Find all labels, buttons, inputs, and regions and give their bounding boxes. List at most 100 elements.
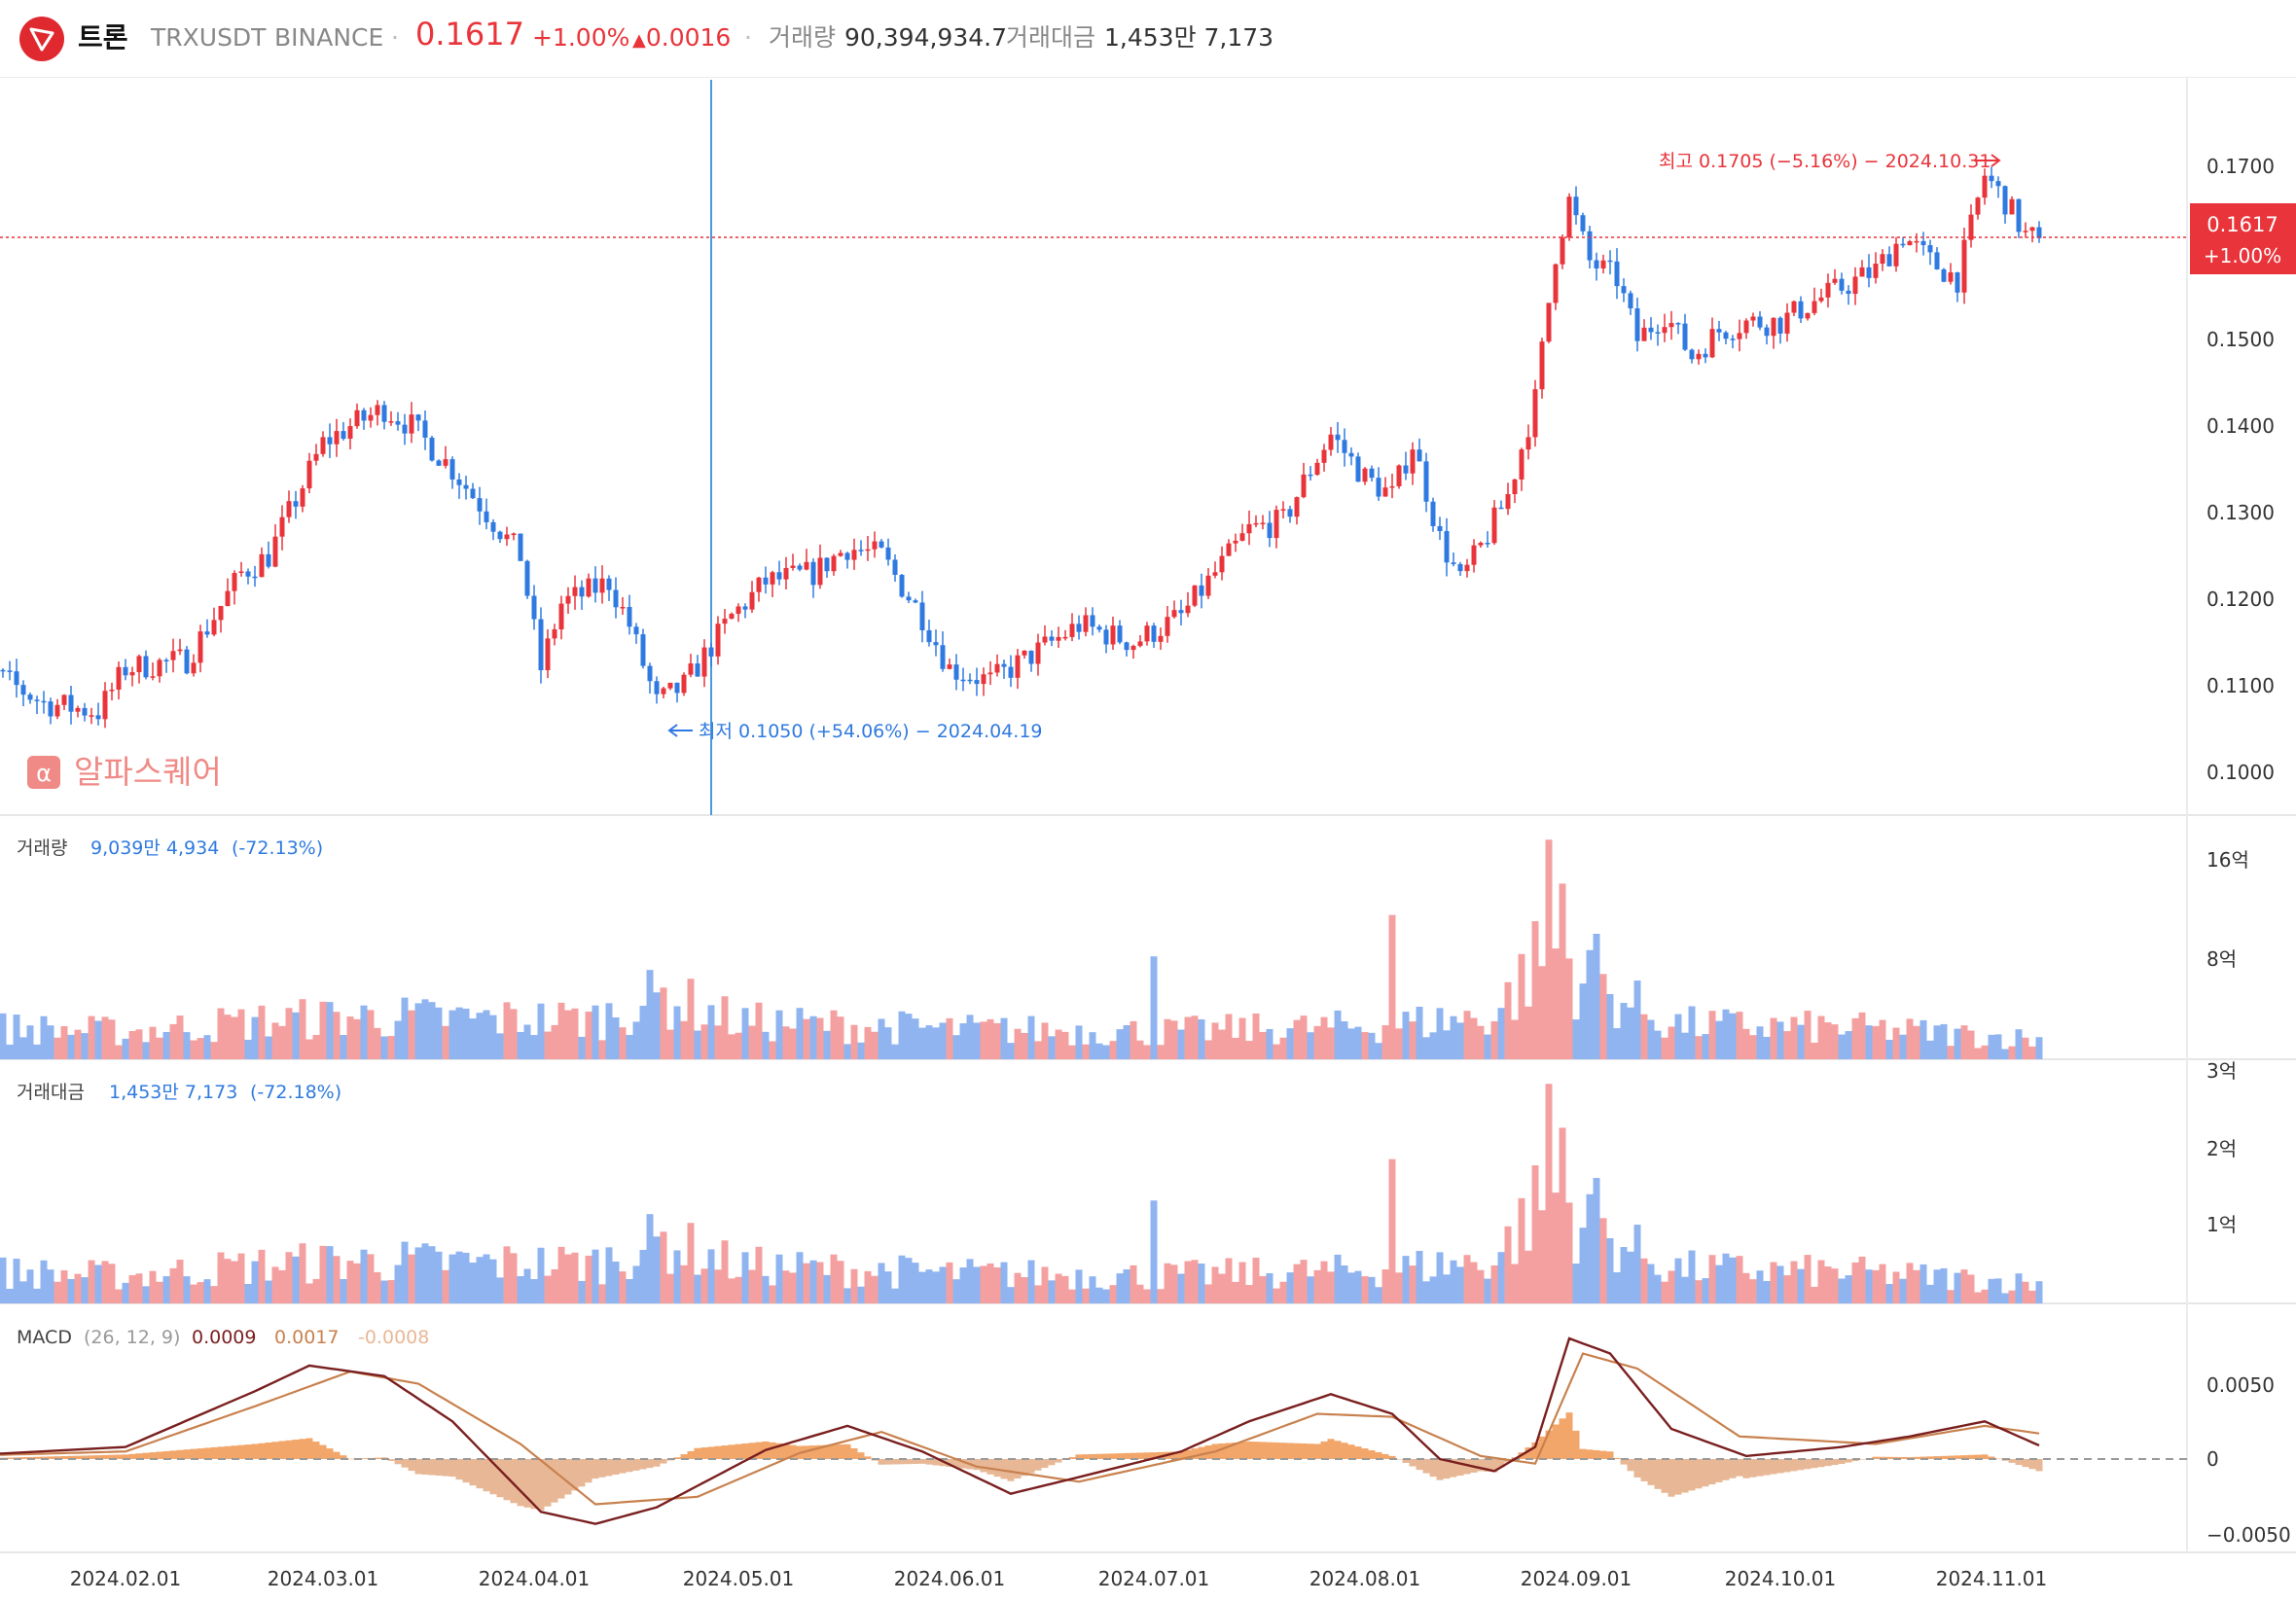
amount-bar — [564, 1254, 572, 1303]
volume-bar — [1388, 914, 1396, 1059]
macd-hist-bar — [721, 1445, 729, 1459]
macd-hist-bar — [1811, 1459, 1818, 1469]
candle — [1069, 613, 1075, 642]
amount-bar — [1184, 1261, 1192, 1303]
candle — [259, 547, 265, 578]
macd-panel-signal-value: 0.0017 — [274, 1327, 339, 1348]
amount-bar — [1674, 1258, 1682, 1303]
candle — [197, 624, 203, 673]
macd-hist-bar — [551, 1459, 558, 1503]
amount-bar — [1633, 1225, 1641, 1303]
volume-bar — [973, 1022, 981, 1059]
date-axis-label: 2024.02.01 — [70, 1567, 182, 1590]
macd-hist-bar — [728, 1444, 735, 1459]
amount-bar — [1450, 1260, 1457, 1303]
amount-bar — [169, 1267, 177, 1303]
volume-bar — [1572, 1019, 1580, 1059]
volume-bar — [489, 1015, 497, 1059]
candle — [1852, 267, 1858, 305]
macd-hist-bar — [1899, 1456, 1907, 1459]
macd-hist-bar — [1334, 1441, 1342, 1459]
candle — [1648, 317, 1654, 340]
volume-bar — [1865, 1025, 1873, 1059]
volume-bar — [1715, 1020, 1723, 1059]
amount-bar — [1940, 1267, 1948, 1303]
volume-bar — [748, 1025, 756, 1059]
volume-bar — [898, 1011, 906, 1059]
volume-bar — [1286, 1028, 1294, 1059]
amount-bar — [1245, 1285, 1253, 1303]
amount-bar — [489, 1259, 497, 1303]
macd-hist-bar — [2035, 1459, 2043, 1472]
amount-bar — [265, 1280, 272, 1303]
macd-hist-bar — [108, 1454, 116, 1459]
macd-hist-bar — [1981, 1454, 1989, 1459]
candle — [613, 577, 619, 619]
volume-bar — [340, 1035, 347, 1059]
macd-hist-bar — [1879, 1456, 1886, 1459]
macd-hist-bar — [1361, 1448, 1369, 1459]
amount-bar — [517, 1276, 524, 1303]
macd-panel-hist-value: -0.0008 — [358, 1327, 429, 1348]
amount-bar — [1089, 1276, 1096, 1303]
amount-bar — [1218, 1273, 1226, 1303]
macd-hist-bar — [88, 1455, 95, 1459]
macd-hist-bar — [1238, 1442, 1246, 1459]
candle — [1362, 467, 1368, 485]
volume-bar — [918, 1027, 926, 1059]
amount-bar — [1913, 1269, 1920, 1303]
amount-bar — [483, 1254, 490, 1303]
candle — [1846, 285, 1851, 305]
amount-bar — [231, 1261, 238, 1303]
amount-bar — [1654, 1274, 1662, 1303]
candle — [245, 568, 251, 585]
amount-bar — [462, 1252, 470, 1303]
amount-bar — [183, 1276, 191, 1303]
amount-bar — [598, 1284, 606, 1303]
candle — [1723, 331, 1729, 345]
amount-bar — [816, 1262, 824, 1303]
amount-bar — [925, 1269, 933, 1303]
macd-hist-bar — [2022, 1459, 2029, 1468]
amount-bar — [1164, 1263, 1171, 1303]
candle — [34, 695, 40, 715]
date-axis: 2024.02.01 2024.03.01 2024.04.01 2024.05.01… — [70, 1567, 2048, 1590]
candle — [1008, 655, 1014, 688]
volume-bar — [1919, 1019, 1927, 1059]
volume-bar — [1204, 1040, 1212, 1059]
volume-bar — [721, 996, 729, 1059]
amount-bar — [367, 1254, 375, 1303]
macd-hist-bar — [1075, 1454, 1083, 1459]
amount-bar — [1313, 1269, 1321, 1303]
amount-bar — [551, 1268, 558, 1303]
macd-hist-bar — [1627, 1459, 1634, 1472]
volume-bar — [203, 1035, 211, 1059]
amount-bar — [1933, 1269, 1941, 1303]
volume-bar — [183, 1032, 191, 1059]
candle — [1035, 633, 1041, 676]
volume-bar — [1913, 1025, 1920, 1059]
amount-bar — [1225, 1258, 1233, 1303]
amount-bar — [1988, 1278, 1995, 1303]
volume-bar — [299, 999, 306, 1059]
volume-bar — [1879, 1019, 1886, 1059]
volume-bar — [1429, 1032, 1437, 1059]
macd-hist-bar — [1436, 1459, 1444, 1480]
candle — [1015, 649, 1021, 690]
amount-bar — [237, 1253, 245, 1303]
volume-bar — [169, 1023, 177, 1059]
macd-hist-bar — [912, 1459, 919, 1465]
macd-hist-bar — [1034, 1459, 1042, 1471]
macd-hist-bar — [476, 1459, 484, 1489]
price-axis-label: 0.1000 — [2206, 761, 2275, 784]
macd-hist-bar — [612, 1459, 620, 1476]
volume-bar — [271, 1022, 279, 1059]
candle — [592, 566, 598, 603]
candle — [620, 596, 626, 615]
macd-hist-bar — [1293, 1443, 1301, 1459]
amount-bar — [1613, 1272, 1621, 1303]
macd-hist-bar — [687, 1450, 695, 1459]
macd-hist-bar — [1021, 1459, 1028, 1477]
price-axis-label: 0.1400 — [2206, 414, 2275, 438]
